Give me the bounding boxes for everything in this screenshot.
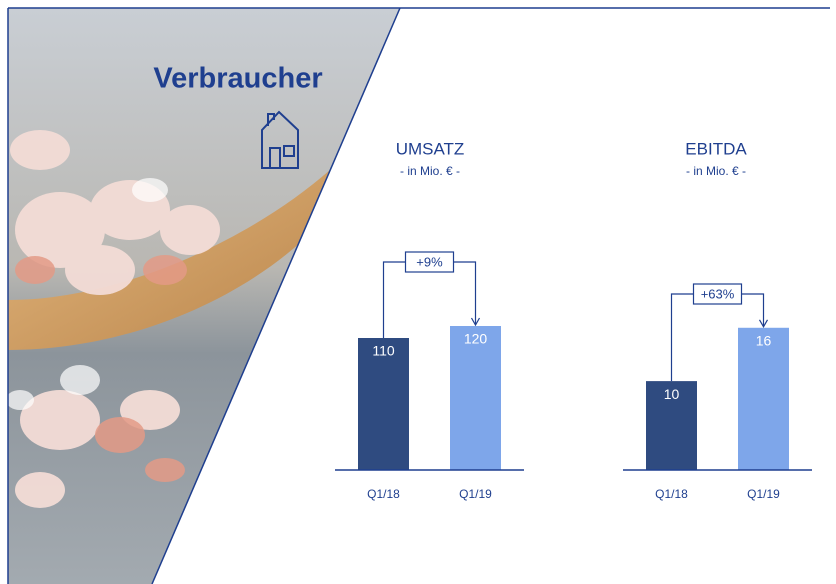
chart-subtitle: - in Mio. € - [400, 164, 460, 178]
annotation-box [692, 283, 743, 305]
value-label: 10 [664, 386, 680, 402]
value-label: 110 [372, 343, 395, 359]
bar [358, 338, 409, 470]
chart-title: UMSATZ [396, 139, 465, 158]
value-label: 120 [464, 331, 488, 347]
chart-title: EBITDA [685, 139, 747, 158]
x-tick-label: Q1/19 [747, 487, 780, 501]
value-label: 16 [756, 332, 772, 348]
x-tick-label: Q1/18 [367, 487, 400, 501]
x-tick-label: Q1/19 [459, 487, 492, 501]
house-icon [261, 110, 299, 169]
annotation: +9% [416, 254, 443, 269]
bar [738, 327, 789, 470]
arrow-head [758, 319, 769, 328]
bar [646, 381, 697, 470]
x-tick-label: Q1/18 [655, 487, 688, 501]
slide-title: Verbraucher [153, 63, 322, 95]
annotation: +63% [701, 286, 735, 301]
annotation-box [404, 251, 455, 273]
bar [450, 326, 501, 470]
chart-subtitle: - in Mio. € - [686, 164, 746, 178]
arrow-head [470, 317, 481, 327]
